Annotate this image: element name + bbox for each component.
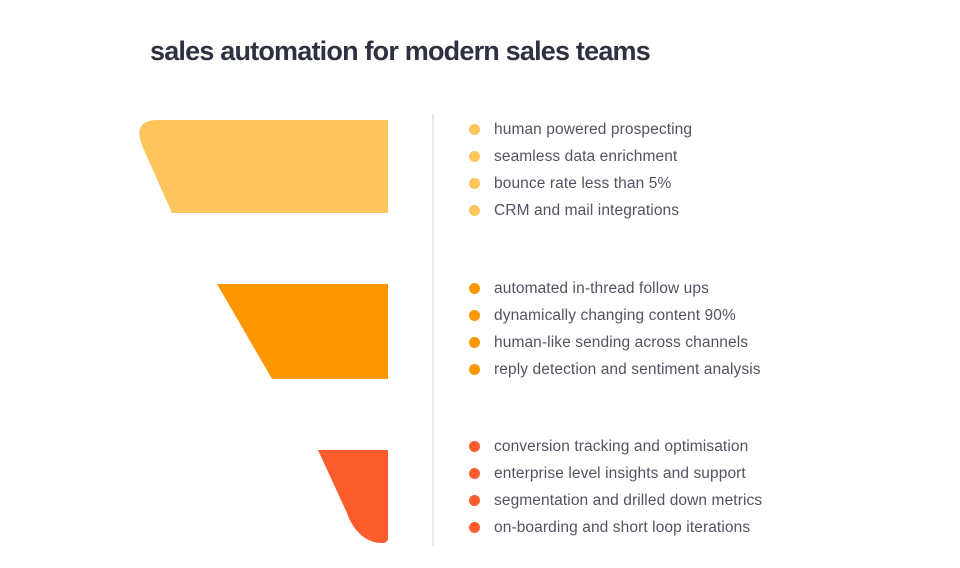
- page-title: sales automation for modern sales teams: [150, 36, 651, 66]
- list-item: bounce rate less than 5%: [469, 170, 692, 197]
- list-item-label: segmentation and drilled down metrics: [494, 491, 763, 509]
- list-item-label: seamless data enrichment: [494, 147, 678, 165]
- funnel-tier-bottom-shape: [318, 450, 388, 543]
- bullet-dot-icon: [469, 337, 480, 348]
- bullet-dot-icon: [469, 310, 480, 321]
- list-item: automated in-thread follow ups: [469, 275, 761, 302]
- list-item-label: human powered prospecting: [494, 120, 693, 138]
- list-item-label: dynamically changing content 90%: [494, 306, 736, 324]
- list-item: enterprise level insights and support: [469, 460, 762, 487]
- list-item: conversion tracking and optimisation: [469, 433, 762, 460]
- list-item: segmentation and drilled down metrics: [469, 487, 762, 514]
- feature-list-bottom-of-funnel: conversion tracking and optimisation ent…: [469, 433, 762, 541]
- list-item-label: human-like sending across channels: [494, 333, 749, 351]
- bullet-dot-icon: [469, 124, 480, 135]
- list-item: human powered prospecting: [469, 116, 692, 143]
- list-item: seamless data enrichment: [469, 143, 692, 170]
- feature-list-top-of-funnel: human powered prospecting seamless data …: [469, 116, 692, 224]
- list-item-label: reply detection and sentiment analysis: [494, 360, 761, 378]
- list-item: reply detection and sentiment analysis: [469, 356, 761, 383]
- bullet-dot-icon: [469, 468, 480, 479]
- bullet-dot-icon: [469, 178, 480, 189]
- list-item-label: bounce rate less than 5%: [494, 174, 672, 192]
- bullet-dot-icon: [469, 205, 480, 216]
- list-item-label: enterprise level insights and support: [494, 464, 746, 482]
- list-item-label: automated in-thread follow ups: [494, 279, 709, 297]
- bullet-dot-icon: [469, 522, 480, 533]
- bullet-dot-icon: [469, 441, 480, 452]
- funnel-tier-middle-shape: [217, 284, 388, 379]
- list-item: dynamically changing content 90%: [469, 302, 761, 329]
- bullet-dot-icon: [469, 283, 480, 294]
- feature-list-middle-of-funnel: automated in-thread follow ups dynamical…: [469, 275, 761, 383]
- list-item: CRM and mail integrations: [469, 197, 692, 224]
- list-item: on-boarding and short loop iterations: [469, 514, 762, 541]
- list-item: human-like sending across channels: [469, 329, 761, 356]
- bullet-dot-icon: [469, 151, 480, 162]
- list-item-label: conversion tracking and optimisation: [494, 437, 749, 455]
- list-item-label: on-boarding and short loop iterations: [494, 518, 751, 536]
- list-item-label: CRM and mail integrations: [494, 201, 680, 219]
- bullet-dot-icon: [469, 495, 480, 506]
- funnel-tier-top-shape: [139, 120, 388, 213]
- bullet-dot-icon: [469, 364, 480, 375]
